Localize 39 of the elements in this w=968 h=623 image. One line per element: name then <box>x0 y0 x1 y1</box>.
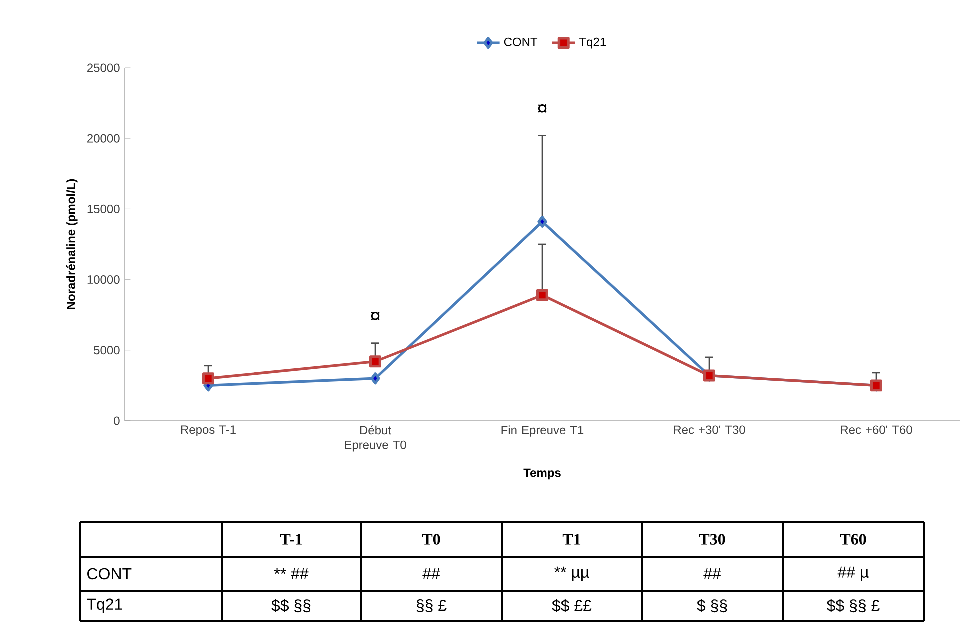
x-tick-label: Repos T-1 <box>181 426 236 436</box>
text: CONT <box>88 568 132 580</box>
point <box>370 372 380 385</box>
text: $$ §§ <box>272 599 311 613</box>
text: $$ §§ £ <box>826 599 880 613</box>
legend-label: Tq21 <box>580 38 606 49</box>
point <box>538 216 548 228</box>
text: T-1 <box>280 534 302 545</box>
text: $$ ££ <box>552 600 592 612</box>
y-tick-label: 0 <box>114 416 120 426</box>
x-tick-label: Début Epreuve T0 <box>345 426 406 452</box>
text: ## µ <box>838 566 869 582</box>
annotation: ¤ <box>371 312 380 321</box>
annotation: ¤ <box>538 104 547 113</box>
text: ## <box>422 568 440 580</box>
text: T1 <box>562 534 581 545</box>
text: ** µµ <box>554 566 590 582</box>
y-tick-label: 5000 <box>94 346 120 355</box>
point <box>202 372 215 385</box>
text: §§ £ <box>416 600 447 612</box>
y-tick-label: 15000 <box>88 204 120 214</box>
x-tick-label: Rec +30' T30 <box>674 426 746 434</box>
point <box>370 356 382 368</box>
point <box>536 289 548 302</box>
text: $ §§ <box>697 599 728 613</box>
text: ** ## <box>274 568 309 580</box>
x-tick-label: Rec +60' T60 <box>841 426 912 434</box>
y-tick-label: 25000 <box>88 64 120 72</box>
y-tick-label: 10000 <box>88 276 120 284</box>
text: T30 <box>699 534 726 545</box>
y-tick-label: 20000 <box>88 134 120 143</box>
text: ## <box>704 568 722 580</box>
text: Tq21 <box>87 598 122 614</box>
text: T60 <box>840 534 866 545</box>
x-tick-label: Fin Epreuve T1 <box>502 426 584 437</box>
x-axis-title: Temps <box>524 468 561 480</box>
y-axis-title: Noradrénaline (pmol/L) <box>66 179 78 310</box>
legend-label: CONT <box>504 38 538 46</box>
text: T0 <box>422 534 440 545</box>
